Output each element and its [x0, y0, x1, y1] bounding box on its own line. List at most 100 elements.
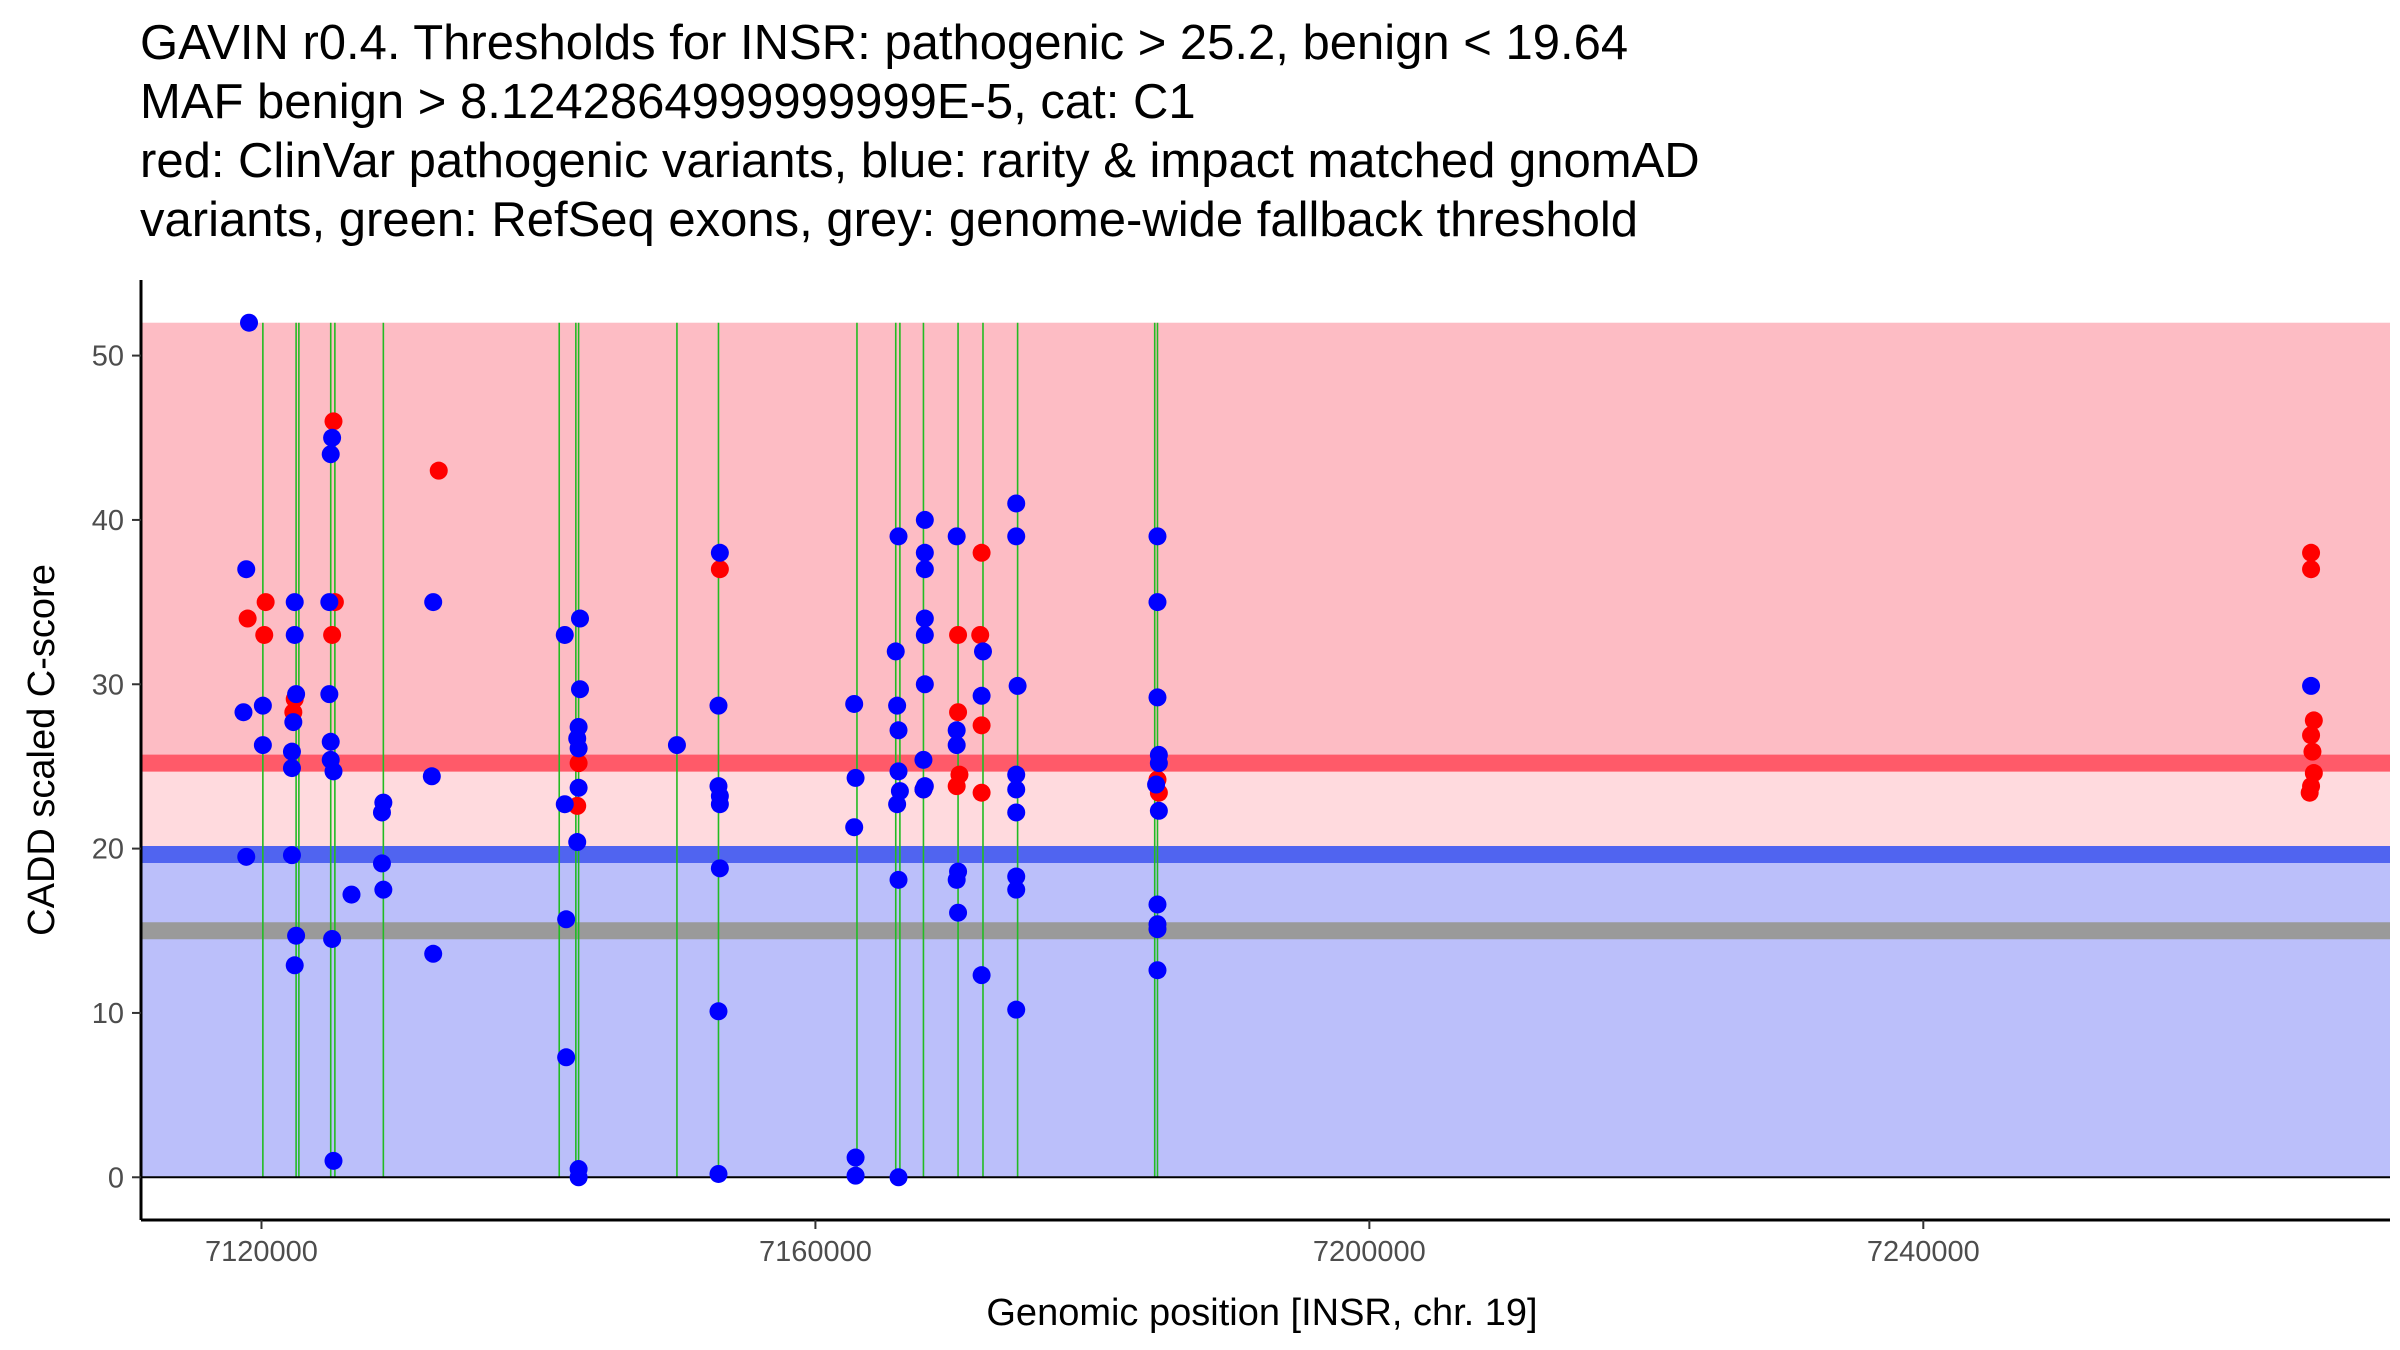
gnomad-variant-point — [569, 778, 588, 797]
ticks-layer: 7120000 7160000 7200000 7240000 0 10 20 30 40 50 — [92, 341, 1980, 1268]
threshold-layer — [141, 754, 2390, 940]
gnomad-variant-point — [889, 762, 908, 781]
x-tick-label: 7160000 — [759, 1236, 872, 1268]
gnomad-variant-point — [321, 445, 340, 464]
gnomad-variant-point — [1148, 527, 1167, 546]
gnomad-variant-point — [1007, 1000, 1026, 1019]
points-layer — [234, 313, 2323, 1187]
gnomad-variant-point — [323, 929, 342, 948]
benign-zone — [141, 854, 2390, 1178]
gnomad-variant-point — [1007, 803, 1026, 822]
gnomad-variant-point — [1148, 593, 1167, 612]
gnomad-variant-point — [915, 510, 934, 529]
x-axis-title: Genomic position [INSR, chr. 19] — [986, 1292, 1537, 1334]
pathogenic-variant-point — [324, 412, 343, 431]
gnomad-variant-point — [324, 762, 343, 781]
gnomad-variant-point — [557, 1048, 576, 1067]
y-tick-label: 50 — [92, 341, 124, 373]
chart-title-line-2: MAF benign > 8.1242864999999999E-5, cat:… — [140, 75, 1196, 129]
gnomad-variant-point — [972, 966, 991, 985]
gnomad-variant-point — [287, 685, 306, 704]
pathogenic-variant-point — [2300, 783, 2319, 802]
gnomad-variant-point — [949, 903, 968, 922]
gnomad-variant-point — [947, 527, 966, 546]
gnomad-variant-point — [973, 642, 992, 661]
gnomad-variant-point — [1008, 676, 1027, 695]
gnomad-variant-point — [555, 625, 574, 644]
gnomad-variant-point — [889, 721, 908, 740]
pathogenic-variant-point — [2302, 560, 2321, 579]
y-axis-title: CADD scaled C-score — [21, 564, 63, 936]
gnomad-variant-point — [972, 686, 991, 705]
x-tick-label: 7120000 — [205, 1236, 318, 1268]
gnomad-variant-point — [889, 527, 908, 546]
gnomad-variant-point — [947, 721, 966, 740]
gnomad-variant-point — [667, 736, 686, 755]
pathogenic-variant-point — [429, 461, 448, 480]
gnomad-variant-point — [710, 859, 729, 878]
pathogenic-zone — [141, 322, 2390, 764]
gnomad-variant-point — [424, 944, 443, 963]
gnomad-variant-point — [1147, 775, 1166, 794]
gnomad-variant-point — [1007, 527, 1026, 546]
pathogenic-variant-point — [2302, 726, 2321, 745]
gnomad-variant-point — [284, 713, 303, 732]
gnomad-variant-point — [888, 795, 907, 814]
gnomad-variant-point — [889, 1168, 908, 1187]
pathogenic-variant-point — [949, 625, 968, 644]
gnomad-variant-point — [915, 560, 934, 579]
gnomad-variant-point — [709, 1002, 728, 1021]
gnomad-variant-point — [234, 703, 253, 722]
gnomad-variant-point — [947, 736, 966, 755]
gnomad-variant-point — [915, 609, 934, 628]
gnomad-variant-point — [568, 833, 587, 852]
x-tick-label: 7240000 — [1867, 1236, 1980, 1268]
gnomad-variant-point — [422, 767, 441, 786]
gnomad-variant-point — [282, 759, 301, 778]
gnomad-variant-point — [555, 795, 574, 814]
pathogenic-variant-point — [949, 703, 968, 722]
gnomad-variant-point — [285, 593, 304, 612]
gnomad-variant-point — [1007, 765, 1026, 784]
pathogenic-variant-point — [323, 625, 342, 644]
gnomad-variant-point — [1007, 880, 1026, 899]
gnomad-variant-point — [237, 847, 256, 866]
pathogenic-variant-point — [972, 543, 991, 562]
chart-title: GAVIN r0.4. Thresholds for INSR: pathoge… — [140, 14, 2380, 250]
gnomad-variant-point — [240, 313, 259, 332]
gnomad-variant-point — [342, 885, 361, 904]
gnomad-variant-point — [888, 696, 907, 715]
gnomad-variant-point — [886, 642, 905, 661]
gnomad-variant-point — [710, 543, 729, 562]
gnomad-variant-point — [570, 609, 589, 628]
gnomad-variant-point — [1007, 780, 1026, 799]
x-tick-label: 7200000 — [1313, 1236, 1426, 1268]
chart-title-line-4: variants, green: RefSeq exons, grey: gen… — [140, 193, 1639, 247]
pathogenic-variant-point — [255, 625, 274, 644]
gnomad-variant-point — [709, 696, 728, 715]
gnomad-variant-point — [915, 625, 934, 644]
gnomad-variant-point — [1149, 754, 1168, 773]
chart-title-line-1: GAVIN r0.4. Thresholds for INSR: pathoge… — [140, 16, 1629, 70]
gnomad-variant-point — [374, 880, 393, 899]
gnomad-variant-point — [1007, 867, 1026, 886]
pathogenic-variant-point — [2304, 711, 2323, 730]
gnomad-variant-point — [1007, 494, 1026, 513]
pathogenic-variant-point — [2302, 543, 2321, 562]
gnomad-variant-point — [253, 736, 272, 755]
chart-title-line-3: red: ClinVar pathogenic variants, blue: … — [140, 134, 1700, 188]
gnomad-variant-point — [424, 593, 443, 612]
gnomad-variant-point — [321, 732, 340, 751]
y-tick-label: 0 — [108, 1162, 124, 1194]
y-tick-label: 40 — [92, 505, 124, 537]
gnomad-variant-point — [287, 926, 306, 945]
gnomad-variant-point — [845, 818, 864, 837]
gnomad-variant-point — [915, 675, 934, 694]
y-tick-label: 30 — [92, 669, 124, 701]
pathogenic-variant-point — [238, 609, 257, 628]
axes-layer — [139, 280, 2390, 1222]
gnomad-variant-point — [1148, 688, 1167, 707]
gnomad-variant-point — [1148, 961, 1167, 980]
pathogenic-variant-point — [972, 783, 991, 802]
